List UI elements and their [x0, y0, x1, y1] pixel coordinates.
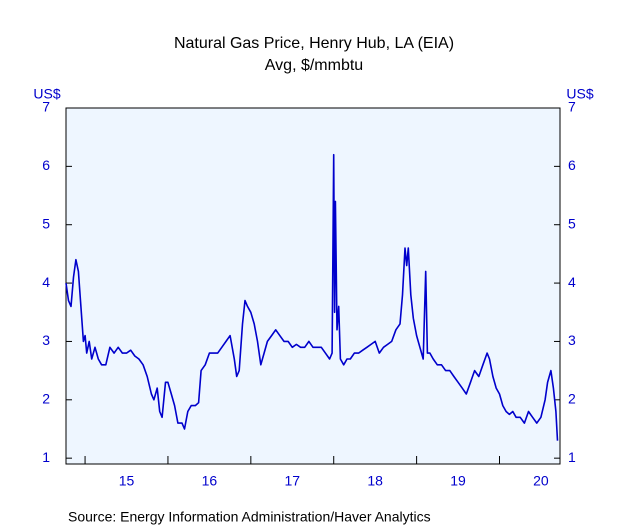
x-tick-label: 18 [367, 473, 383, 489]
y-axis-label-left: US$ [33, 86, 60, 102]
y-axis-label-right: US$ [566, 86, 593, 102]
y-tick-label: 6 [42, 157, 50, 173]
y-tick-label: 3 [42, 332, 50, 348]
chart-subtitle: Avg, $/mmbtu [265, 57, 363, 74]
y-tick-label: 1 [42, 449, 50, 465]
y2-tick-label: 1 [568, 449, 576, 465]
y2-tick-label: 2 [568, 391, 576, 407]
y2-tick-label: 3 [568, 332, 576, 348]
y2-tick-label: 4 [568, 274, 576, 290]
price-line [65, 153, 559, 441]
source-note: Source: Energy Information Administratio… [68, 509, 431, 525]
x-tick-label: 20 [533, 473, 549, 489]
y2-tick-label: 6 [568, 157, 576, 173]
x-tick-label: 16 [202, 473, 218, 489]
y2-tick-label: 5 [568, 215, 576, 231]
plot-area [65, 107, 561, 465]
y-tick-label: 4 [42, 274, 50, 290]
x-tick-label: 19 [450, 473, 466, 489]
y-tick-label: 5 [42, 215, 50, 231]
chart-title: Natural Gas Price, Henry Hub, LA (EIA) [174, 35, 454, 52]
x-tick-label: 15 [119, 473, 135, 489]
y-tick-label: 2 [42, 391, 50, 407]
y2-tick-label: 7 [568, 99, 576, 115]
x-tick-label: 17 [284, 473, 300, 489]
y-tick-label: 7 [42, 99, 50, 115]
